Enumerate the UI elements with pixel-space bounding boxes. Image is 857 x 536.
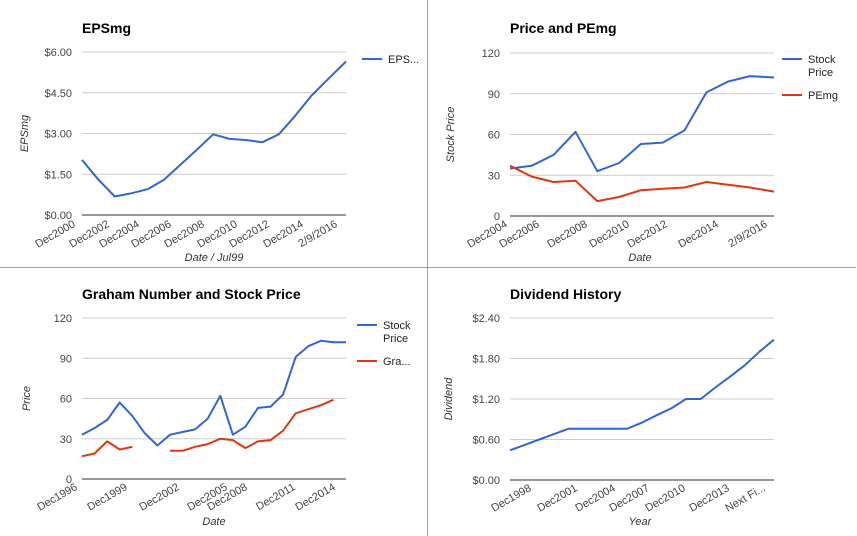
legend-label: Stock Price <box>808 54 836 79</box>
x-axis-label: Date <box>628 252 651 264</box>
y-tick-label: 60 <box>488 130 500 142</box>
series-line-0 <box>509 75 775 173</box>
y-tick-label: 120 <box>482 48 500 60</box>
x-tick-label: Dec2014 <box>293 481 337 513</box>
x-tick-label: Dec2010 <box>643 482 687 514</box>
y-tick-label: $4.50 <box>44 88 72 100</box>
x-tick-label: 2/9/2016 <box>726 218 769 250</box>
x-axis-label: Date / Jul99 <box>185 252 244 264</box>
x-tick-label: Dec2008 <box>545 218 589 250</box>
x-tick-label: Dec1998 <box>489 482 533 514</box>
legend-label: Stock Price <box>383 320 411 345</box>
x-tick-label: Dec1996 <box>35 481 79 513</box>
x-axis-label: Year <box>629 516 653 528</box>
chart-title: EPSmg <box>82 20 131 36</box>
y-tick-label: 30 <box>488 170 500 182</box>
x-tick-label: Dec1999 <box>85 481 129 513</box>
legend-label: Gra... <box>383 356 411 368</box>
x-axis-label: Date <box>202 516 225 528</box>
x-tick-label: Dec2014 <box>676 218 720 250</box>
chart-svg: Graham Number and Stock Price 0 30 60 90 120 D… <box>21 286 411 528</box>
y-axis-label: Price <box>21 386 33 411</box>
x-tick-label: Dec2013 <box>687 482 731 514</box>
y-tick-label: 90 <box>488 89 500 101</box>
series-line-0 <box>509 338 775 452</box>
series-line-1 <box>170 398 334 452</box>
chart-title: Graham Number and Stock Price <box>82 286 301 302</box>
series-line-1 <box>509 164 775 203</box>
chart-title: Price and PEmg <box>510 20 617 36</box>
x-tick-label: Dec2001 <box>535 482 579 514</box>
y-tick-label: $3.00 <box>44 129 72 141</box>
x-tick-label: Dec2002 <box>137 481 181 513</box>
y-tick-label: $0.60 <box>472 435 500 447</box>
y-tick-label: $2.40 <box>472 313 500 325</box>
series-line-1 <box>81 440 133 458</box>
x-tick-label: Next Fi... <box>723 482 767 514</box>
y-tick-label: $1.20 <box>472 394 500 406</box>
chart-panel-price-pemg: Price and PEmg 0 30 60 90 120 Dec2004 Dec2006 De… <box>428 0 856 268</box>
y-tick-label: $1.50 <box>44 169 72 181</box>
chart-panel-epsmg: EPSmg $0.00 $1.50 $3.00 $4.50 $6.00 Dec2000 Dec… <box>0 0 428 268</box>
y-tick-label: $1.80 <box>472 354 500 366</box>
chart-svg: Dividend History $0.00 $0.60 $1.20 $1.80 $2.4… <box>443 286 775 528</box>
chart-panel-dividend-history: Dividend History $0.00 $0.60 $1.20 $1.80 $2.4… <box>428 268 856 536</box>
y-axis-label: Dividend <box>443 377 455 421</box>
x-tick-label: Dec2012 <box>625 218 669 250</box>
y-axis-label: EPSmg <box>19 114 31 152</box>
y-tick-label: $6.00 <box>44 47 72 59</box>
y-tick-label: 30 <box>60 434 72 446</box>
y-axis-label: Stock Price <box>445 107 457 163</box>
y-tick-label: $0.00 <box>472 475 500 487</box>
series-line-0 <box>81 339 346 447</box>
y-tick-label: 60 <box>60 394 72 406</box>
chart-svg: EPSmg$0.00$1.50$3.00$4.50$6.00Dec2000Dec… <box>19 20 419 264</box>
legend-label: EPS... <box>388 54 419 66</box>
y-tick-label: 0 <box>66 474 72 486</box>
chart-title: Dividend History <box>510 286 621 302</box>
x-tick-label: 2/9/2016 <box>296 218 339 250</box>
chart-panel-graham-number: Graham Number and Stock Price 0 30 60 90 120 D… <box>0 268 428 536</box>
y-tick-label: 90 <box>60 353 72 365</box>
legend-label: PEmg <box>808 90 838 102</box>
x-tick-label: Dec2011 <box>254 481 297 513</box>
y-tick-label: $0.00 <box>44 210 72 222</box>
y-tick-label: 0 <box>494 211 500 223</box>
y-tick-label: 120 <box>54 313 72 325</box>
series-line-0 <box>81 60 347 198</box>
x-tick-label: Dec2010 <box>587 218 631 250</box>
